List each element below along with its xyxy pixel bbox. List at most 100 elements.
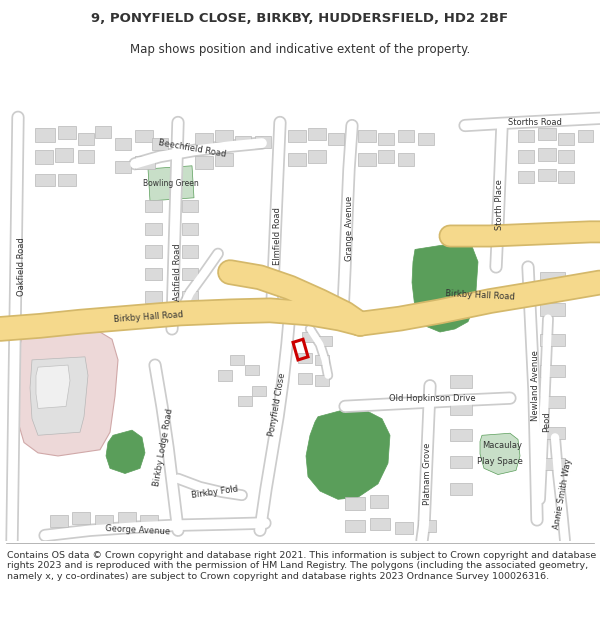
Polygon shape xyxy=(538,169,556,181)
Polygon shape xyxy=(195,156,213,169)
Polygon shape xyxy=(518,129,534,142)
Polygon shape xyxy=(182,291,198,303)
Polygon shape xyxy=(230,355,244,365)
Text: Beechfield Road: Beechfield Road xyxy=(157,138,227,159)
Polygon shape xyxy=(235,136,251,148)
Polygon shape xyxy=(518,171,534,183)
Polygon shape xyxy=(306,409,390,499)
Polygon shape xyxy=(78,132,94,145)
Polygon shape xyxy=(370,495,388,508)
Polygon shape xyxy=(308,150,326,162)
Polygon shape xyxy=(328,132,344,145)
Polygon shape xyxy=(115,138,131,150)
Polygon shape xyxy=(95,126,111,138)
Polygon shape xyxy=(78,150,94,162)
Polygon shape xyxy=(288,153,306,166)
Text: Ponyfield Close: Ponyfield Close xyxy=(267,372,287,437)
Polygon shape xyxy=(16,332,118,456)
Polygon shape xyxy=(398,153,414,166)
Text: Old Hopkinson Drive: Old Hopkinson Drive xyxy=(389,394,475,402)
Polygon shape xyxy=(450,482,472,495)
Polygon shape xyxy=(315,355,329,365)
Polygon shape xyxy=(558,132,574,145)
Polygon shape xyxy=(35,127,55,142)
Polygon shape xyxy=(245,365,259,376)
Polygon shape xyxy=(540,365,565,378)
Text: Newland Avenue: Newland Avenue xyxy=(532,350,541,421)
Polygon shape xyxy=(412,244,478,332)
Polygon shape xyxy=(398,129,414,142)
Polygon shape xyxy=(145,268,162,281)
Polygon shape xyxy=(558,171,574,183)
Polygon shape xyxy=(540,427,565,439)
Polygon shape xyxy=(182,268,198,281)
Polygon shape xyxy=(318,336,332,346)
Polygon shape xyxy=(540,334,565,346)
Text: Storths Road: Storths Road xyxy=(508,118,562,127)
Polygon shape xyxy=(145,200,162,212)
Polygon shape xyxy=(35,174,55,186)
Polygon shape xyxy=(395,522,413,534)
Polygon shape xyxy=(215,129,233,142)
Polygon shape xyxy=(308,127,326,140)
Polygon shape xyxy=(35,150,53,164)
Polygon shape xyxy=(58,126,76,139)
Polygon shape xyxy=(302,332,316,342)
Polygon shape xyxy=(238,396,252,406)
Polygon shape xyxy=(315,376,329,386)
Polygon shape xyxy=(152,138,168,150)
Polygon shape xyxy=(145,291,162,303)
Polygon shape xyxy=(418,520,436,532)
Text: Oakfield Road: Oakfield Road xyxy=(17,238,26,296)
Polygon shape xyxy=(538,148,556,161)
Text: Ashfield Road: Ashfield Road xyxy=(173,243,182,301)
Polygon shape xyxy=(578,129,593,142)
Polygon shape xyxy=(450,429,472,441)
Polygon shape xyxy=(95,515,113,528)
Polygon shape xyxy=(378,150,394,162)
Polygon shape xyxy=(298,352,312,363)
Text: Map shows position and indicative extent of the property.: Map shows position and indicative extent… xyxy=(130,42,470,56)
Polygon shape xyxy=(450,376,472,388)
Polygon shape xyxy=(345,498,365,509)
Polygon shape xyxy=(182,200,198,212)
Polygon shape xyxy=(148,166,194,201)
Polygon shape xyxy=(195,132,213,145)
Polygon shape xyxy=(558,150,574,162)
Polygon shape xyxy=(55,148,73,162)
Text: Birkby Lodge Road: Birkby Lodge Road xyxy=(152,408,174,488)
Polygon shape xyxy=(540,458,565,471)
Polygon shape xyxy=(140,515,158,528)
Polygon shape xyxy=(30,357,88,435)
Polygon shape xyxy=(252,386,266,396)
Polygon shape xyxy=(480,433,520,474)
Polygon shape xyxy=(215,153,233,166)
Polygon shape xyxy=(182,222,198,235)
Polygon shape xyxy=(298,373,312,384)
Polygon shape xyxy=(450,402,472,414)
Text: Play Space: Play Space xyxy=(477,457,523,466)
Text: Platnam Grove: Platnam Grove xyxy=(422,442,431,505)
Polygon shape xyxy=(378,132,394,145)
Text: Storth Place: Storth Place xyxy=(496,179,505,231)
Polygon shape xyxy=(58,174,76,186)
Polygon shape xyxy=(540,272,565,284)
Text: Annie Smith Way: Annie Smith Way xyxy=(553,458,574,530)
Polygon shape xyxy=(345,520,365,532)
Polygon shape xyxy=(182,245,198,258)
Text: Bowling Green: Bowling Green xyxy=(143,179,199,188)
Text: George Avenue: George Avenue xyxy=(106,524,170,536)
Polygon shape xyxy=(145,222,162,235)
Polygon shape xyxy=(288,129,306,142)
Polygon shape xyxy=(50,515,68,528)
Polygon shape xyxy=(358,129,376,142)
Text: Grange Avenue: Grange Avenue xyxy=(346,196,355,261)
Polygon shape xyxy=(518,150,534,162)
Polygon shape xyxy=(72,512,90,524)
Polygon shape xyxy=(255,136,271,148)
Polygon shape xyxy=(36,365,70,409)
Polygon shape xyxy=(540,396,565,409)
Text: Contains OS data © Crown copyright and database right 2021. This information is : Contains OS data © Crown copyright and d… xyxy=(7,551,596,581)
Polygon shape xyxy=(115,161,131,173)
Text: Elmfield Road: Elmfield Road xyxy=(274,207,283,265)
